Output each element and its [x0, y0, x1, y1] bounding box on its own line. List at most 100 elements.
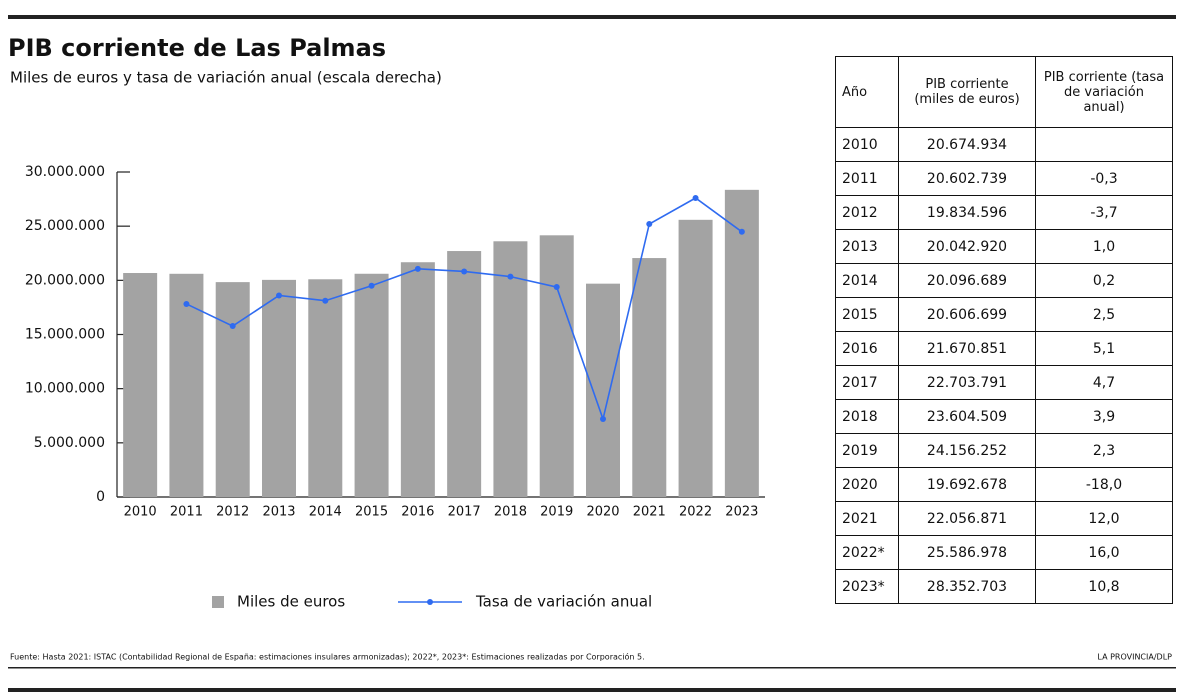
x-tick-label: 2018	[494, 505, 527, 520]
table-row: 2015 20.606.699 2,5	[835, 297, 1173, 332]
table-cell: 20.606.699	[898, 297, 1036, 332]
table-cell: 23.604.509	[898, 399, 1036, 434]
table-cell: 2013	[835, 229, 899, 264]
top-rule	[8, 15, 1176, 19]
point	[600, 416, 606, 422]
x-tick-label: 2019	[540, 505, 573, 520]
x-tick-label: 2014	[309, 505, 342, 520]
legend-swatch	[212, 596, 224, 608]
table-cell: 3,9	[1035, 399, 1173, 434]
table-cell: 28.352.703	[898, 569, 1036, 604]
data-table: Año PIB corriente (miles de euros) PIB cor…	[835, 56, 1173, 604]
table-cell: 24.156.252	[898, 433, 1036, 468]
x-tick-label: 2022	[679, 505, 712, 520]
table-cell: 2017	[835, 365, 899, 400]
table-cell: 22.703.791	[898, 365, 1036, 400]
point	[414, 265, 421, 272]
table-cell: -3,7	[1035, 195, 1173, 230]
legend-swatch	[427, 599, 433, 605]
x-tick-label: 2016	[401, 505, 434, 520]
y-tick-label: 20.000.000	[25, 272, 105, 288]
x-tick-label: 2023	[725, 505, 758, 520]
bar	[539, 235, 574, 498]
table-cell: 4,7	[1035, 365, 1173, 400]
y-tick-label: 0	[96, 489, 105, 505]
table-cell: 5,1	[1035, 331, 1173, 366]
table-cell: 1,0	[1035, 229, 1173, 264]
point	[368, 282, 375, 289]
y-tick-label: 10.000.000	[25, 381, 105, 397]
table-cell: 2023*	[835, 569, 899, 604]
point	[276, 292, 282, 299]
table-cell: 20.042.920	[898, 229, 1036, 264]
credit: LA PROVINCIA/DLP	[1097, 653, 1172, 662]
table-cell: 21.670.851	[898, 331, 1036, 366]
table-row: 2019 24.156.252 2,3	[835, 433, 1173, 468]
point	[738, 228, 745, 235]
bar	[400, 262, 435, 497]
header-cell: PIB corriente (miles de euros)	[898, 56, 1036, 128]
table-cell: 20.674.934	[898, 127, 1036, 162]
table-cell	[1035, 127, 1173, 162]
y-tick-label: 5.000.000	[34, 435, 105, 451]
x-tick-label: 2015	[355, 505, 388, 520]
table-cell: 16,0	[1035, 535, 1173, 570]
header-cell: Año	[835, 56, 899, 128]
point	[646, 221, 653, 227]
table-cell: 22.056.871	[898, 501, 1036, 536]
table-cell: 2015	[835, 297, 899, 332]
x-tick-label: 2012	[216, 505, 249, 520]
bar	[354, 273, 389, 497]
point	[183, 300, 190, 307]
table-cell: 19.692.678	[898, 467, 1036, 502]
bar	[169, 273, 204, 497]
table-cell: 0,2	[1035, 263, 1173, 298]
y-tick-label: 15.000.000	[25, 327, 105, 343]
table-cell: 2,5	[1035, 297, 1173, 332]
chart-subtitle: Miles de euros y tasa de variación anual…	[10, 69, 442, 87]
table-cell: 10,8	[1035, 569, 1173, 604]
point	[229, 323, 236, 330]
x-tick-label: 2020	[586, 505, 619, 520]
bar	[678, 219, 713, 497]
table-cell: 2012	[835, 195, 899, 230]
table-cell: 19.834.596	[898, 195, 1036, 230]
bar	[632, 258, 667, 497]
table-row: 2010 20.674.934	[835, 127, 1173, 162]
y-tick-label: 25.000.000	[25, 218, 105, 234]
table-row: 2023* 28.352.703 10,8	[835, 569, 1173, 604]
table-cell: 20.096.689	[898, 263, 1036, 298]
legend-label: Miles de euros	[237, 593, 345, 611]
x-tick-label: 2011	[170, 505, 203, 520]
table-cell: -0,3	[1035, 161, 1173, 196]
table-cell: 2011	[835, 161, 899, 196]
bottom-rule	[8, 667, 1176, 669]
table-cell: 2016	[835, 331, 899, 366]
table-cell: 2021	[835, 501, 899, 536]
table-cell: 2010	[835, 127, 899, 162]
table-cell: 20.602.739	[898, 161, 1036, 196]
chart-title: PIB corriente de Las Palmas	[8, 34, 386, 62]
table-row: 2021 22.056.871 12,0	[835, 501, 1173, 536]
source: Fuente: Hasta 2021: ISTAC (Contabilidad …	[10, 652, 645, 662]
table-row: 2016 21.670.851 5,1	[835, 331, 1173, 366]
table-row: 2014 20.096.689 0,2	[835, 263, 1173, 298]
table-row: 2013 20.042.920 1,0	[835, 229, 1173, 264]
bar	[493, 241, 528, 497]
table-row: 2011 20.602.739 -0,3	[835, 161, 1173, 196]
y-tick-label: 30.000.000	[25, 164, 105, 180]
table-cell: 2020	[835, 467, 899, 502]
point	[553, 284, 560, 291]
table-row: 2022* 25.586.978 16,0	[835, 535, 1173, 570]
bottom-rule	[8, 688, 1176, 692]
table-cell: -18,0	[1035, 467, 1173, 502]
table-cell: 2,3	[1035, 433, 1173, 468]
header-cell: PIB corriente (tasa de variación anual)	[1035, 56, 1173, 128]
bar	[447, 251, 482, 497]
bar	[123, 273, 158, 497]
table-row: 2020 19.692.678 -18,0	[835, 467, 1173, 502]
point	[507, 273, 514, 280]
bar	[724, 189, 759, 498]
